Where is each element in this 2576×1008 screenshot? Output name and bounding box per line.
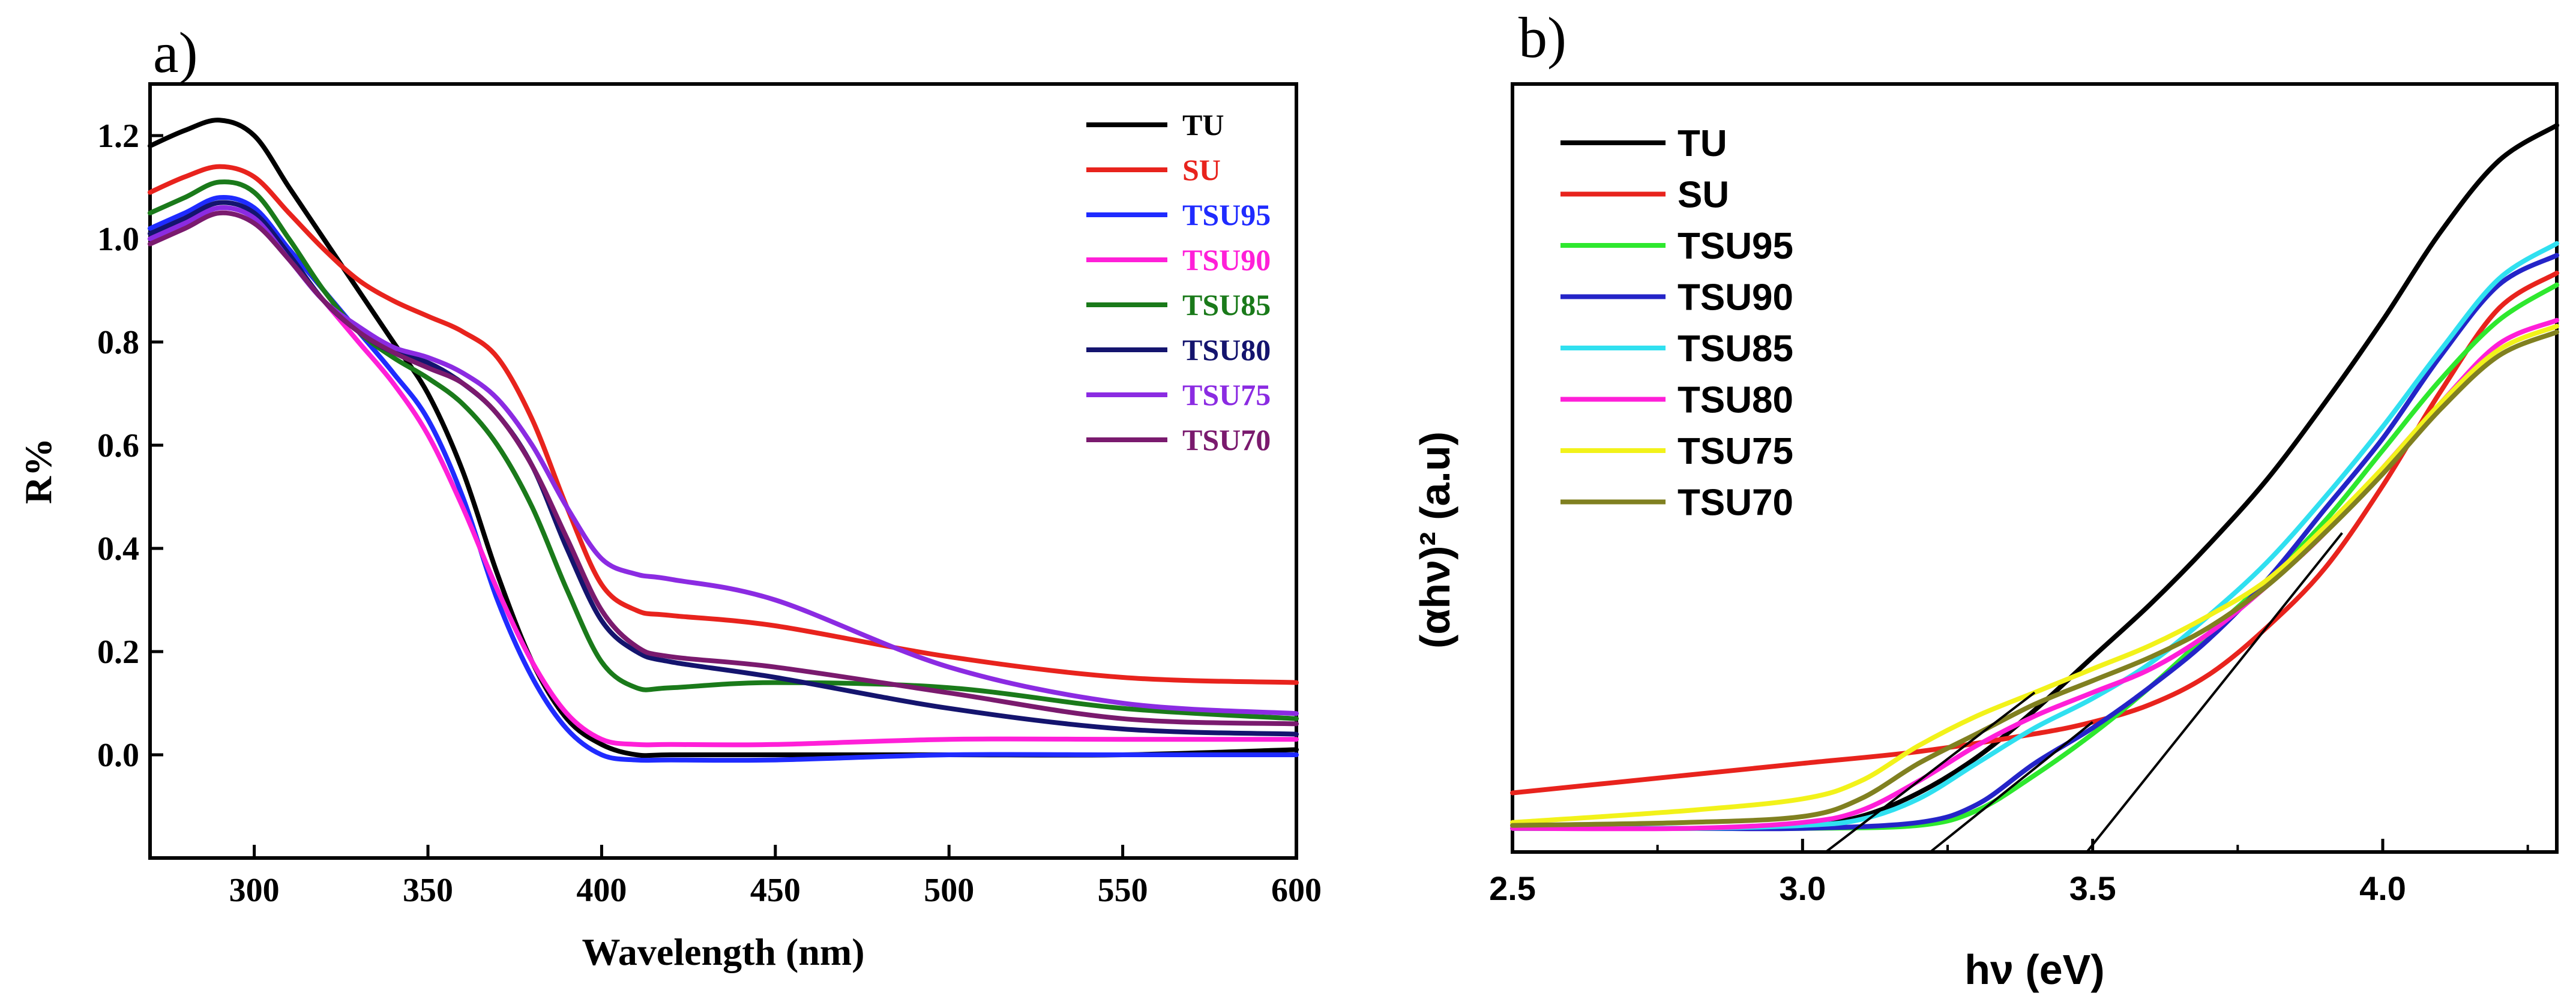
x-tick-label-a: 600 — [1271, 872, 1322, 909]
plot-frame-b — [1511, 82, 2559, 854]
legend-label-b-tsu95: TSU95 — [1678, 226, 1793, 267]
x-tick-label-a: 400 — [576, 872, 627, 909]
x-axis-title-b: hν (eV) — [1964, 946, 2104, 993]
y-axis-title-a: R% — [17, 438, 59, 504]
x-tick-label-a: 500 — [924, 872, 974, 909]
y-tick-label-a: 1.0 — [97, 221, 139, 258]
x-tick-label-a: 450 — [750, 872, 801, 909]
legend-label-a-tsu80: TSU80 — [1182, 333, 1271, 367]
y-tick-label-a: 0.4 — [97, 530, 139, 568]
chart-panel-a: a) 300 350 400 450 500 550 600 0.0 0.2 0.4 0.6 0.8… — [17, 20, 1322, 973]
tangent-line-b-tangent-2 — [1929, 721, 2093, 853]
x-axis-b: 2.5 3.0 3.5 4.0 — [1489, 839, 2529, 907]
legend-label-b-tsu90: TSU90 — [1678, 277, 1793, 319]
series-group-b — [1510, 122, 2559, 832]
tangent-line-b-tangent-3 — [2086, 532, 2343, 853]
legend-label-b-tsu75: TSU75 — [1678, 431, 1793, 472]
legend-label-a-tu: TU — [1182, 108, 1224, 142]
series-line-b-tsu75 — [1510, 323, 2559, 825]
y-tick-label-a: 0.6 — [97, 427, 139, 464]
series-line-b-tsu85 — [1510, 241, 2559, 831]
series-line-b-su — [1510, 271, 2559, 796]
legend-label-b-tsu70: TSU70 — [1678, 482, 1793, 524]
legend-label-b-tsu80: TSU80 — [1678, 380, 1793, 421]
series-line-a-tsu70 — [148, 210, 1299, 727]
x-tick-label-b: 2.5 — [1489, 869, 1536, 907]
y-tick-label-a: 1.2 — [97, 118, 139, 155]
y-tick-label-a: 0.0 — [97, 737, 139, 774]
legend-b: TU SU TSU95 TSU90 TSU85 TSU80 TSU75 TSU70 — [1560, 123, 1793, 524]
series-line-b-tsu70 — [1510, 329, 2559, 828]
y-tick-label-a: 0.2 — [97, 634, 139, 671]
legend-label-b-su: SU — [1678, 175, 1729, 216]
series-line-b-tsu95 — [1510, 282, 2559, 831]
series-line-a-tsu75 — [148, 205, 1299, 716]
x-tick-label-a: 550 — [1098, 872, 1148, 909]
plot-frame-a — [148, 82, 1298, 860]
x-tick-label-a: 300 — [229, 872, 280, 909]
legend-a: TU SU TSU95 TSU90 TSU85 TSU80 TSU75 TSU70 — [1086, 108, 1271, 457]
series-line-b-tsu90 — [1510, 253, 2559, 832]
series-line-a-tsu85 — [148, 179, 1299, 721]
x-tick-label-b: 3.5 — [2069, 869, 2116, 907]
series-line-a-tsu95 — [148, 194, 1299, 763]
legend-label-a-su: SU — [1182, 153, 1221, 187]
x-axis-title-a: Wavelength (nm) — [582, 931, 864, 973]
series-line-b-tsu80 — [1510, 317, 2559, 832]
series-line-a-tsu80 — [148, 200, 1299, 737]
tangent-line-b-tangent-1 — [1825, 691, 2036, 853]
series-line-b-tu — [1510, 122, 2559, 831]
series-group-a — [148, 118, 1299, 763]
x-tick-label-b: 4.0 — [2359, 869, 2406, 907]
series-line-a-su — [148, 164, 1299, 685]
legend-label-a-tsu95: TSU95 — [1182, 198, 1271, 232]
y-axis-a: 0.0 0.2 0.4 0.6 0.8 1.0 1.2 — [97, 118, 163, 774]
panel-label-b: b) — [1518, 5, 1566, 70]
x-tick-label-b: 3.0 — [1779, 869, 1826, 907]
legend-label-b-tsu85: TSU85 — [1678, 328, 1793, 370]
panel-label-a: a) — [153, 20, 198, 85]
legend-label-a-tsu85: TSU85 — [1182, 288, 1271, 322]
y-axis-title-b: (αhν)² (a.u) — [1412, 431, 1458, 649]
legend-label-b-tu: TU — [1678, 123, 1727, 164]
legend-label-a-tsu90: TSU90 — [1182, 243, 1271, 277]
y-tick-label-a: 0.8 — [97, 324, 139, 361]
legend-label-a-tsu75: TSU75 — [1182, 378, 1271, 412]
legend-label-a-tsu70: TSU70 — [1182, 423, 1271, 457]
tangent-group-b — [1825, 532, 2343, 853]
x-axis-a: 300 350 400 450 500 550 600 — [229, 845, 1322, 909]
chart-panel-b: b) 2.5 3.0 3.5 4.0 hν (eV) (αhν)² (a.u) TU S… — [1412, 5, 2559, 993]
x-tick-label-a: 350 — [403, 872, 453, 909]
